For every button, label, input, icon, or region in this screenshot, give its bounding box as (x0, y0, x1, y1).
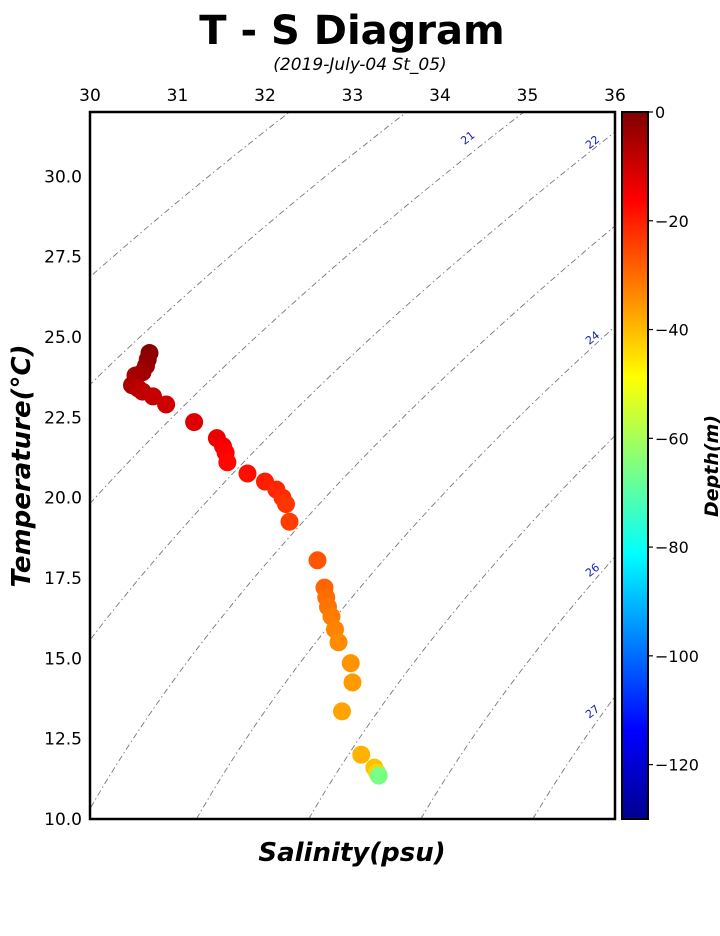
plot-frame (88, 110, 617, 821)
data-point (277, 495, 295, 514)
isopycnal-label: 27 (583, 702, 602, 721)
isopycnal-line (90, 225, 615, 810)
y-tick-label: 27.5 (44, 248, 82, 268)
y-tick-label: 10.0 (44, 810, 82, 830)
isopycnal-label: 21 (458, 129, 477, 148)
colorbar-tick-label: 0 (655, 103, 665, 122)
data-point (238, 464, 257, 483)
y-tick-label: 22.5 (44, 408, 82, 428)
x-ticks: 30 31 32 33 34 35 36 (79, 86, 626, 106)
data-point (333, 702, 351, 721)
colorbar-tick-label: −100 (655, 647, 699, 666)
isopycnal-line (308, 435, 615, 819)
isopycnal-line (90, 112, 407, 386)
colorbar-ticks: 0 −20 −40 −60 −80 −100 −120 (648, 103, 699, 775)
colorbar-tick-label: −40 (655, 321, 689, 340)
x-tick-label: 31 (167, 86, 189, 106)
data-point (343, 673, 362, 692)
x-tick-label: 34 (429, 86, 451, 106)
data-points (123, 344, 388, 785)
y-tick-label: 17.5 (44, 569, 82, 589)
chart-subtitle: (2019-July-04 St_05) (273, 55, 446, 75)
y-tick-label: 15.0 (44, 649, 82, 669)
x-axis-label: Salinity(psu) (258, 838, 445, 868)
isopycnal-line (196, 325, 615, 819)
x-tick-label: 32 (254, 86, 276, 106)
x-tick-label: 30 (79, 86, 101, 106)
colorbar-tick-label: −20 (655, 212, 689, 231)
isopycnal-line (90, 112, 525, 505)
data-point (280, 512, 299, 531)
colorbar-tick-label: −120 (655, 756, 699, 775)
data-point (369, 766, 388, 785)
data-point (329, 633, 348, 652)
colorbar-tick-label: −80 (655, 538, 689, 557)
colorbar (621, 111, 649, 820)
isopycnal-label: 24 (583, 329, 602, 348)
data-point (352, 745, 371, 764)
y-tick-label: 12.5 (44, 730, 82, 750)
isopycnal-label: 26 (583, 561, 602, 580)
data-point (218, 453, 237, 472)
isopycnal-line (90, 131, 615, 641)
data-point (157, 395, 176, 414)
y-tick-label: 25.0 (44, 328, 82, 348)
isopycnal-labels: 21 22 24 26 27 (458, 129, 602, 722)
x-tick-label: 33 (342, 86, 364, 106)
isopycnal-line (90, 112, 290, 278)
colorbar-label: Depth(m) (701, 415, 720, 517)
y-axis-label: Temperature(°C) (7, 345, 37, 588)
data-point (308, 551, 327, 570)
y-ticks: 10.0 12.5 15.0 17.5 20.0 22.5 25.0 27.5 30.0 (44, 167, 82, 830)
colorbar-tick-label: −60 (655, 429, 689, 448)
x-tick-label: 35 (517, 86, 539, 106)
data-point (185, 413, 204, 432)
y-tick-label: 20.0 (44, 489, 82, 509)
data-point (341, 654, 360, 673)
y-tick-label: 30.0 (44, 167, 82, 187)
data-point (144, 387, 162, 406)
isopycnal-label: 22 (583, 133, 602, 152)
x-tick-label: 36 (604, 86, 626, 106)
chart-title: T - S Diagram (199, 8, 504, 54)
isopycnal-lines (90, 112, 615, 819)
